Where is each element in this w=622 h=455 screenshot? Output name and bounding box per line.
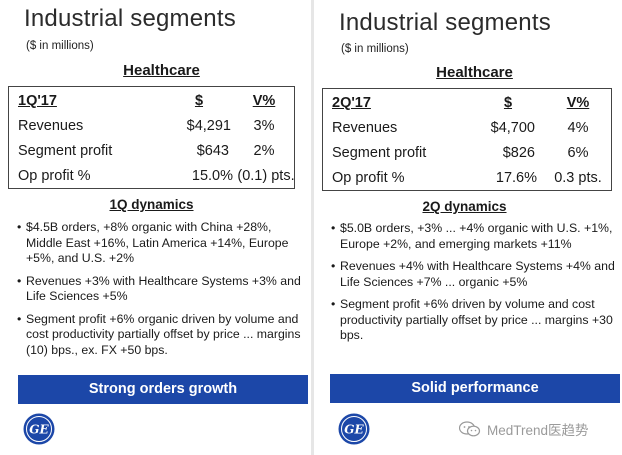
ge-logo-icon: GE	[338, 413, 370, 445]
metric-label: Segment profit	[18, 143, 113, 159]
wechat-icon	[459, 421, 481, 437]
metrics-row-revenues: Revenues $4,291 3%	[9, 114, 294, 139]
logo-text: GE	[344, 423, 364, 437]
units-note: ($ in millions)	[26, 40, 94, 52]
metrics-table: 1Q'17 $ V% Revenues $4,291 3% Segment pr…	[8, 86, 295, 189]
metric-variance: 4%	[567, 120, 589, 136]
list-item: Segment profit +6% driven by volume and …	[331, 297, 619, 344]
list-item: Segment profit +6% organic driven by vol…	[17, 312, 309, 359]
dynamics-title: 2Q dynamics	[422, 199, 507, 214]
list-item: Revenues +3% with Healthcare Systems +3%…	[17, 274, 309, 305]
variance-header: V%	[566, 95, 590, 111]
metrics-row-op-profit: Op profit % 17.6% 0.3 pts.	[323, 166, 611, 191]
metric-variance: 0.3 pts.	[554, 170, 602, 186]
metric-value: 15.0%	[191, 168, 233, 184]
metric-label: Revenues	[18, 118, 84, 134]
metrics-table: 2Q'17 $ V% Revenues $4,700 4% Segment pr…	[322, 88, 612, 191]
slide-1q17: Industrial segments ($ in millions) Heal…	[0, 0, 313, 455]
metrics-row-op-profit: Op profit % 15.0% (0.1) pts.	[9, 164, 295, 189]
metric-label: Segment profit	[332, 145, 427, 161]
dollar-header: $	[194, 93, 204, 109]
list-item: Revenues +4% with Healthcare Systems +4%…	[331, 259, 619, 290]
variance-header: V%	[252, 93, 276, 109]
metric-value: $826	[502, 145, 535, 161]
metric-variance: 2%	[253, 143, 275, 159]
list-item: $5.0B orders, +3% ... +4% organic with U…	[331, 221, 619, 252]
segment-name: Healthcare	[436, 64, 513, 81]
metric-label: Revenues	[332, 120, 398, 136]
metric-label: Op profit %	[18, 168, 91, 184]
metric-value: $643	[196, 143, 229, 159]
units-note: ($ in millions)	[341, 43, 409, 55]
metric-value: $4,700	[490, 120, 535, 136]
metrics-header-row: 1Q'17 $ V%	[9, 89, 294, 114]
slide-2q17: Industrial segments ($ in millions) Heal…	[313, 0, 622, 455]
slide-title: Industrial segments	[339, 9, 551, 36]
dynamics-list: $5.0B orders, +3% ... +4% organic with U…	[331, 221, 619, 351]
list-item: $4.5B orders, +8% organic with China +28…	[17, 220, 309, 267]
period-header: 1Q'17	[18, 93, 57, 109]
watermark: MedTrend医趋势	[459, 419, 589, 439]
dynamics-list: $4.5B orders, +8% organic with China +28…	[17, 220, 309, 365]
summary-banner: Solid performance	[330, 374, 620, 403]
summary-banner: Strong orders growth	[18, 375, 308, 404]
ge-logo-icon: GE	[23, 413, 55, 445]
metric-value: 17.6%	[495, 170, 537, 186]
slide-title: Industrial segments	[24, 5, 236, 32]
watermark-text: MedTrend医趋势	[487, 423, 589, 438]
metrics-row-segment-profit: Segment profit $643 2%	[9, 139, 294, 164]
metrics-row-segment-profit: Segment profit $826 6%	[323, 141, 611, 166]
metric-variance: (0.1) pts.	[237, 168, 295, 184]
period-header: 2Q'17	[332, 95, 371, 111]
panel-divider	[311, 0, 314, 455]
metrics-header-row: 2Q'17 $ V%	[323, 91, 611, 116]
metric-label: Op profit %	[332, 170, 405, 186]
logo-text: GE	[29, 423, 49, 437]
dollar-header: $	[503, 95, 513, 111]
segment-name: Healthcare	[123, 62, 200, 79]
metrics-row-revenues: Revenues $4,700 4%	[323, 116, 611, 141]
metric-value: $4,291	[186, 118, 231, 134]
dynamics-title: 1Q dynamics	[109, 197, 194, 212]
metric-variance: 3%	[253, 118, 275, 134]
metric-variance: 6%	[567, 145, 589, 161]
